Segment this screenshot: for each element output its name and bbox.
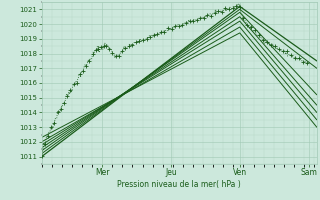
X-axis label: Pression niveau de la mer( hPa ): Pression niveau de la mer( hPa ) bbox=[117, 180, 241, 189]
